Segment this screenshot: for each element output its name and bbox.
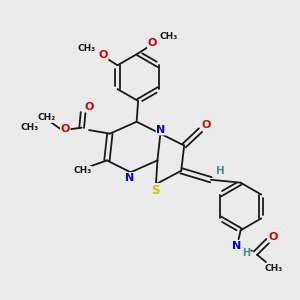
Text: CH₃: CH₃ (73, 166, 92, 175)
Text: H: H (242, 248, 250, 258)
Text: CH₃: CH₃ (160, 32, 178, 41)
Text: O: O (148, 38, 157, 48)
Text: O: O (61, 124, 70, 134)
Text: S: S (151, 184, 160, 196)
Text: CH₂: CH₂ (38, 113, 56, 122)
Text: O: O (201, 120, 211, 130)
Text: CH₃: CH₃ (20, 123, 39, 132)
Text: CH₃: CH₃ (264, 264, 283, 273)
Text: H: H (216, 167, 225, 176)
Text: O: O (269, 232, 278, 242)
Text: N: N (124, 172, 134, 183)
Text: N: N (232, 241, 242, 251)
Text: O: O (84, 102, 94, 112)
Text: CH₃: CH₃ (78, 44, 96, 53)
Text: N: N (156, 125, 166, 135)
Text: O: O (99, 50, 108, 60)
